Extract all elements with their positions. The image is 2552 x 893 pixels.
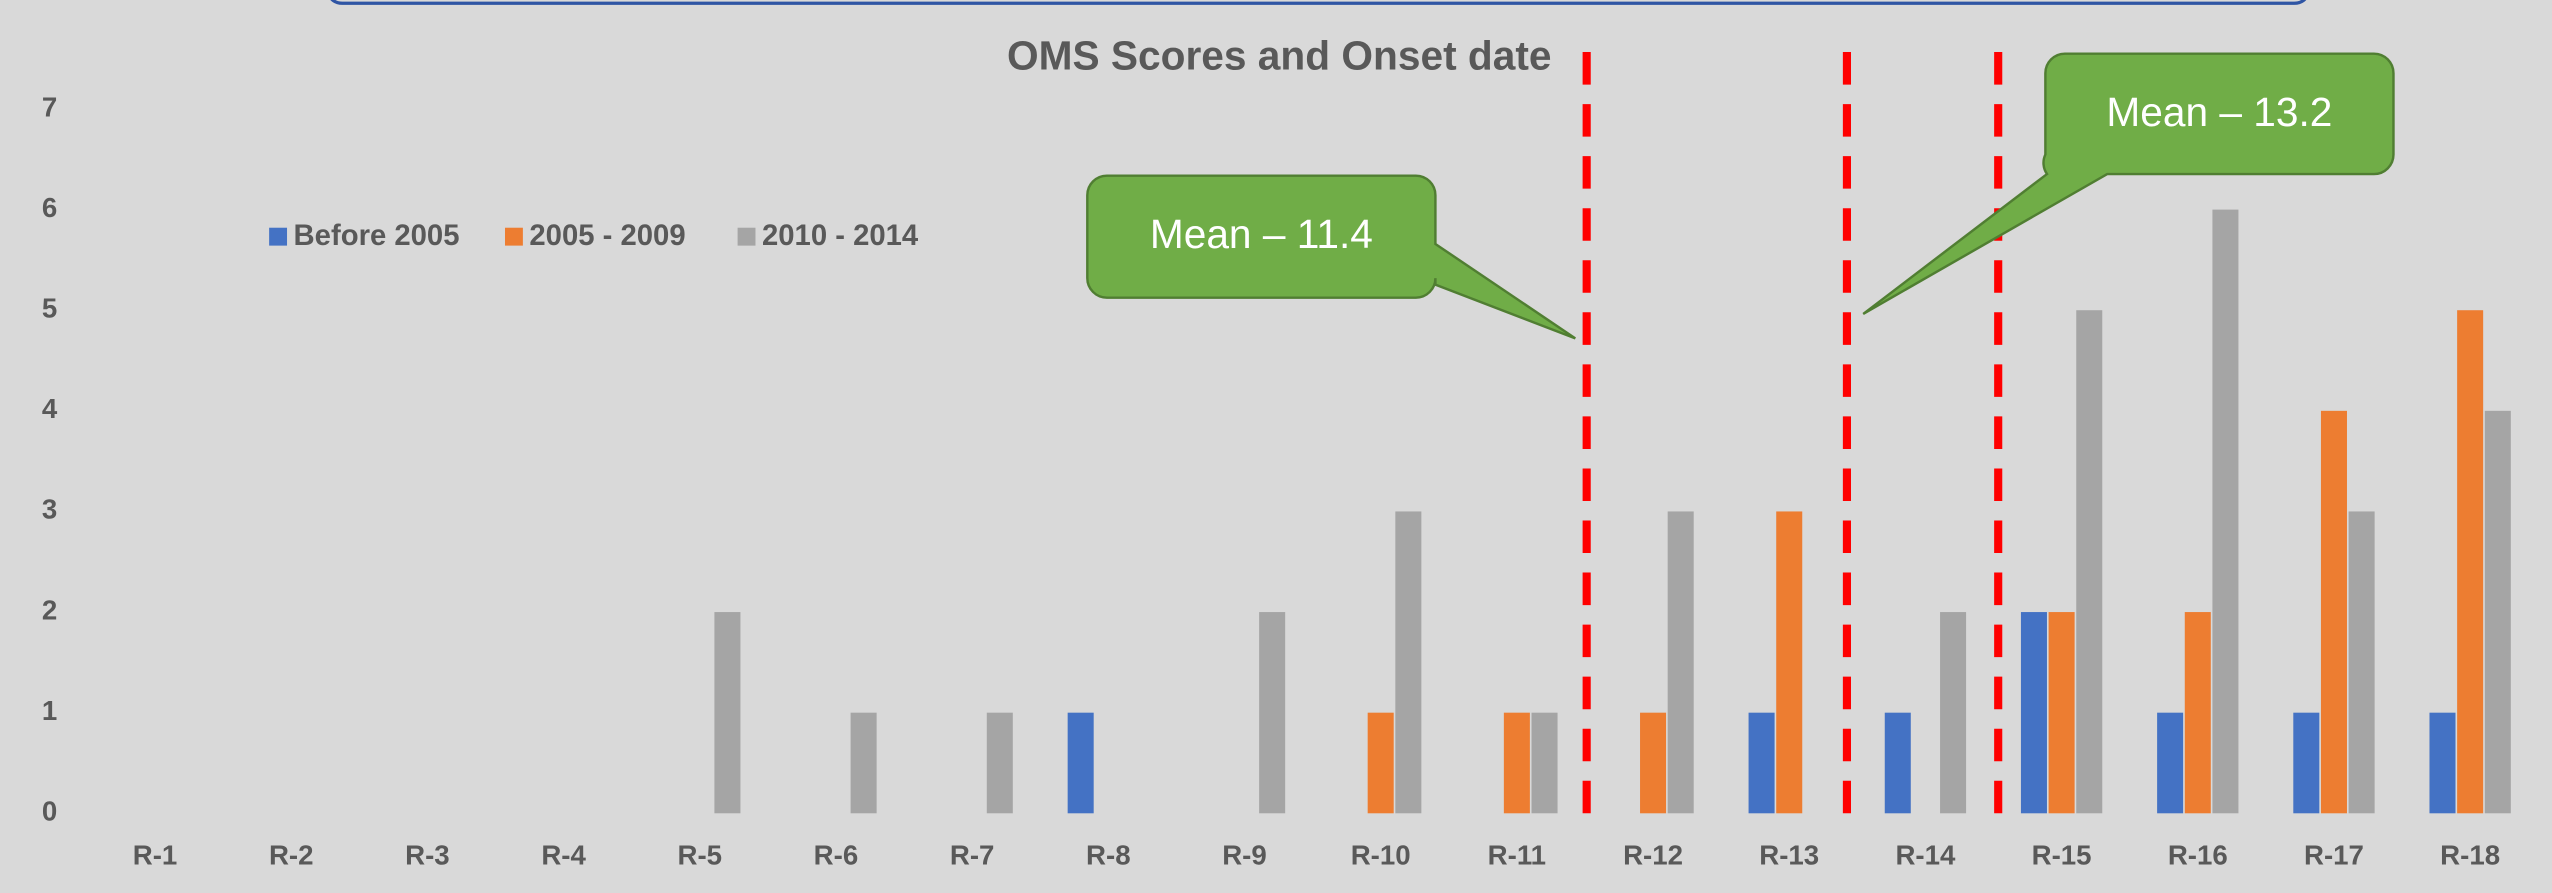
- bar: [2320, 410, 2347, 814]
- bar: [1067, 712, 1094, 814]
- bar: [2184, 612, 2211, 814]
- callout: Mean – 11.4: [1086, 174, 1576, 340]
- frame-edge: [330, 0, 2307, 5]
- bar: [986, 712, 1013, 814]
- bar: [1367, 712, 1394, 814]
- bar: [1884, 712, 1911, 814]
- x-tick-label: R-13: [1759, 840, 1819, 871]
- bar: [2484, 410, 2511, 814]
- y-tick-label: 5: [42, 293, 57, 324]
- x-tick-label: R-3: [405, 840, 450, 871]
- x-tick-label: R-8: [1086, 840, 1131, 871]
- x-tick-label: R-1: [133, 840, 178, 871]
- legend-label: 2005 - 2009: [529, 220, 685, 252]
- bar: [1531, 712, 1558, 814]
- bar: [2429, 712, 2456, 814]
- bar: [2020, 612, 2047, 814]
- x-tick-label: R-14: [1895, 840, 1956, 871]
- mean-lines: [1582, 52, 2003, 827]
- x-tick-label: R-18: [2440, 840, 2500, 871]
- bar: [1503, 712, 1530, 814]
- legend-swatch: [269, 227, 288, 246]
- bar: [2157, 712, 2184, 814]
- bar: [2048, 612, 2075, 814]
- x-tick-label: R-7: [950, 840, 995, 871]
- x-tick-label: R-15: [2032, 840, 2092, 871]
- y-tick-label: 4: [42, 393, 58, 424]
- legend-swatch: [737, 227, 756, 246]
- legend-swatch: [504, 227, 523, 246]
- callout-shape: [1086, 174, 1576, 340]
- callout: Mean – 13.2: [1862, 52, 2395, 315]
- x-tick-label: R-11: [1488, 840, 1546, 871]
- x-tick-label: R-2: [269, 840, 314, 871]
- y-tick-label: 6: [42, 192, 57, 223]
- bar: [1776, 511, 1803, 814]
- bar: [2076, 310, 2103, 814]
- x-tick-label: R-5: [678, 840, 723, 871]
- bar: [2348, 511, 2375, 814]
- legend-label: 2010 - 2014: [762, 220, 919, 252]
- chart-title: OMS Scores and Onset date: [1007, 32, 1551, 78]
- bar: [1748, 712, 1775, 814]
- bar: [1667, 511, 1694, 814]
- y-tick-label: 2: [42, 594, 57, 625]
- bar: [2293, 712, 2320, 814]
- x-tick-label: R-10: [1351, 840, 1411, 871]
- x-tick-label: R-16: [2168, 840, 2228, 871]
- bar: [1395, 511, 1422, 814]
- bar: [2212, 209, 2239, 814]
- x-tick-label: R-4: [541, 840, 586, 871]
- y-tick-label: 0: [42, 796, 57, 827]
- x-tick-label: R-12: [1623, 840, 1683, 871]
- y-tick-label: 3: [42, 494, 57, 525]
- bar: [2457, 310, 2484, 814]
- legend-label: Before 2005: [294, 220, 460, 252]
- bar: [1940, 612, 1967, 814]
- y-tick-label: 7: [42, 91, 57, 122]
- x-tick-label: R-9: [1222, 840, 1267, 871]
- callout-text: Mean – 11.4: [1150, 211, 1373, 257]
- callout-text: Mean – 13.2: [2106, 89, 2332, 135]
- x-tick-label: R-6: [814, 840, 859, 871]
- y-tick-label: 1: [42, 695, 57, 726]
- bar: [850, 712, 877, 814]
- bar: [1259, 612, 1286, 814]
- bar: [714, 612, 741, 814]
- x-tick-label: R-17: [2304, 840, 2364, 871]
- bar: [1640, 712, 1667, 814]
- callout-shape: [1862, 52, 2395, 315]
